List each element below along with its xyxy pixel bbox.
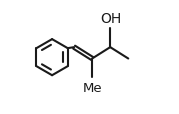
Text: OH: OH [100, 12, 122, 26]
Text: Me: Me [82, 81, 102, 94]
